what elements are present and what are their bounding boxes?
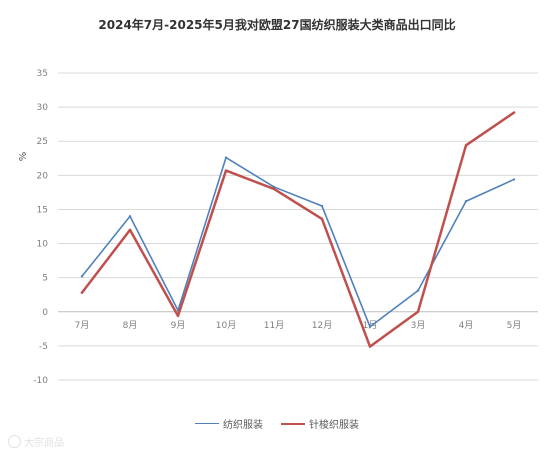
- x-tick-label: 7月: [75, 320, 90, 331]
- watermark: 大宗商品: [8, 434, 64, 449]
- y-tick-label: 25: [37, 137, 48, 147]
- y-tick-label: 10: [37, 240, 49, 250]
- chart-title: 2024年7月-2025年5月我对欧盟27国纺织服装大类商品出口同比: [98, 18, 456, 32]
- x-tick-label: 10月: [216, 320, 236, 331]
- data-point-series-0: [416, 289, 420, 292]
- data-point-series-1: [176, 314, 180, 318]
- y-tick-label: -10: [33, 376, 48, 386]
- data-point-series-1: [464, 144, 468, 147]
- x-tick-label: 9月: [171, 320, 186, 331]
- y-tick-label: 15: [37, 205, 48, 215]
- x-tick-label: 4月: [459, 320, 474, 331]
- legend-label-series-1: 针梭织服装: [309, 420, 359, 431]
- legend-swatch-series-1: [281, 422, 305, 425]
- data-point-series-1: [320, 217, 324, 221]
- data-point-series-1: [80, 291, 84, 294]
- x-tick-label: 8月: [123, 320, 138, 331]
- data-point-series-0: [368, 325, 372, 328]
- x-tick-label: 3月: [411, 320, 426, 331]
- data-point-series-0: [464, 200, 468, 203]
- series-line-0: [81, 156, 515, 328]
- data-point-series-1: [512, 111, 516, 114]
- legend-item-series-0: 纺织服装: [195, 416, 263, 431]
- watermark-logo-icon: [8, 435, 21, 448]
- y-tick-label: 0: [42, 308, 48, 318]
- y-tick-label: -5: [39, 342, 48, 352]
- data-point-series-0: [80, 275, 84, 278]
- data-point-series-1: [272, 187, 276, 191]
- data-point-series-0: [320, 204, 324, 208]
- y-tick-label: 30: [37, 103, 49, 113]
- data-point-series-1: [368, 345, 372, 348]
- legend-swatch-series-0: [195, 423, 219, 424]
- x-tick-label: 12月: [312, 320, 332, 331]
- legend-label-series-0: 纺织服装: [223, 420, 263, 431]
- data-point-series-1: [416, 310, 420, 313]
- data-point-series-1: [128, 228, 132, 232]
- data-point-series-0: [128, 215, 132, 218]
- legend: 纺织服装 针梭织服装: [0, 416, 554, 431]
- legend-item-series-1: 针梭织服装: [281, 416, 359, 431]
- x-tick-label: 5月: [507, 320, 522, 331]
- data-point-series-1: [224, 169, 228, 172]
- y-axis-label: %: [18, 152, 29, 162]
- y-tick-label: 20: [37, 171, 49, 181]
- data-point-series-0: [224, 156, 228, 159]
- y-tick-label: 35: [37, 69, 48, 79]
- data-point-series-0: [512, 178, 516, 181]
- series-line-1: [80, 111, 516, 348]
- watermark-text: 大宗商品: [24, 438, 64, 449]
- y-tick-label: 5: [42, 274, 48, 284]
- x-tick-label: 11月: [264, 320, 284, 331]
